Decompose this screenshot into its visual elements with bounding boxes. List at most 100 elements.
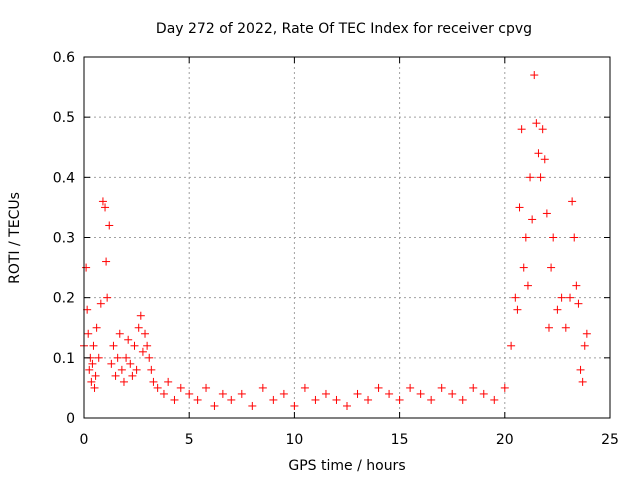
data-point <box>448 389 457 398</box>
data-point <box>122 353 131 362</box>
data-point <box>536 173 545 182</box>
data-point <box>176 383 185 392</box>
data-point <box>540 155 549 164</box>
data-point <box>528 215 537 224</box>
data-point <box>227 395 236 404</box>
data-point <box>119 377 128 386</box>
data-point <box>364 395 373 404</box>
data-point <box>134 323 143 332</box>
data-point <box>237 389 246 398</box>
data-point <box>107 359 116 368</box>
grid-lines <box>84 57 610 418</box>
data-point <box>84 329 93 338</box>
y-axis-label: ROTI / TECUs <box>7 192 23 284</box>
data-point <box>170 395 179 404</box>
data-point <box>103 293 112 302</box>
data-point <box>582 329 591 338</box>
data-point <box>132 365 141 374</box>
data-point <box>332 395 341 404</box>
data-point <box>149 377 158 386</box>
data-point <box>500 383 509 392</box>
data-point <box>109 341 118 350</box>
y-tick-label: 0.4 <box>53 170 75 186</box>
data-point <box>553 305 562 314</box>
data-point <box>138 347 147 356</box>
data-point <box>544 323 553 332</box>
data-point <box>538 125 547 134</box>
data-point <box>530 71 539 80</box>
tick-labels: 0 5 10 15 20 25 0 0.1 0.2 0.3 0.4 0.5 0.6 <box>53 50 619 448</box>
data-point <box>311 395 320 404</box>
data-point <box>515 203 524 212</box>
data-point <box>570 233 579 242</box>
data-point <box>141 329 150 338</box>
data-point <box>469 383 478 392</box>
plot-frame <box>83 56 611 419</box>
data-point <box>416 389 425 398</box>
data-point <box>507 341 516 350</box>
data-point <box>534 149 543 158</box>
data-point <box>343 401 351 410</box>
data-point <box>153 383 162 392</box>
x-tick-label: 20 <box>496 432 514 448</box>
data-point <box>124 335 133 344</box>
data-point <box>269 395 278 404</box>
data-point <box>94 353 103 362</box>
data-point <box>574 299 583 308</box>
data-point <box>517 125 526 134</box>
data-point <box>542 209 551 218</box>
data-point <box>128 371 137 380</box>
data-point <box>82 263 91 272</box>
y-tick-label: 0.6 <box>53 50 75 66</box>
data-point <box>395 395 404 404</box>
data-point <box>374 383 383 392</box>
data-point <box>101 203 110 212</box>
data-point <box>117 365 126 374</box>
data-point <box>115 329 124 338</box>
x-tick-label: 5 <box>185 432 194 448</box>
data-point <box>218 389 227 398</box>
data-point <box>290 401 299 410</box>
data-point <box>557 293 566 302</box>
data-point <box>568 197 577 206</box>
data-point <box>126 359 135 368</box>
data-point <box>578 377 587 386</box>
x-tick-label: 25 <box>601 432 619 448</box>
data-point <box>130 341 139 350</box>
data-points <box>80 71 591 410</box>
x-tick-label: 10 <box>285 432 303 448</box>
data-point <box>572 281 581 290</box>
data-point <box>490 395 499 404</box>
data-point <box>248 401 257 410</box>
y-tick-label: 0.2 <box>53 291 75 307</box>
data-point <box>385 389 394 398</box>
data-point <box>279 389 288 398</box>
x-tick-label: 15 <box>391 432 409 448</box>
x-tick-label: 0 <box>80 432 89 448</box>
data-point <box>406 383 415 392</box>
data-point <box>353 389 362 398</box>
data-point <box>427 395 436 404</box>
data-point <box>532 119 541 128</box>
data-point <box>300 383 309 392</box>
data-point <box>576 365 585 374</box>
data-point <box>113 353 122 362</box>
data-point <box>193 395 202 404</box>
x-axis-label: GPS time / hours <box>288 458 405 474</box>
y-tick-label: 0.5 <box>53 110 75 126</box>
data-point <box>159 389 168 398</box>
data-point <box>111 371 120 380</box>
data-point <box>88 359 97 368</box>
data-point <box>202 383 211 392</box>
data-point <box>102 257 111 266</box>
data-point <box>521 233 530 242</box>
data-point <box>258 383 267 392</box>
data-point <box>145 353 154 362</box>
data-point <box>437 383 446 392</box>
data-point <box>458 395 467 404</box>
data-point <box>210 401 219 410</box>
data-point <box>580 341 589 350</box>
data-point <box>549 233 558 242</box>
